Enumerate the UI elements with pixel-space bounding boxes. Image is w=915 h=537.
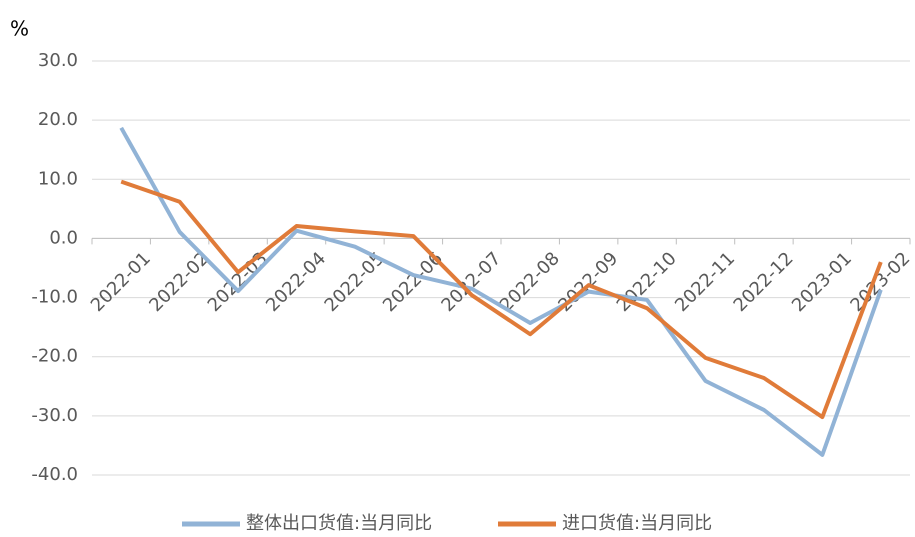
line-series: [119, 126, 883, 457]
y-tick-label: -20.0: [31, 346, 78, 367]
y-tick-label: -30.0: [31, 405, 78, 426]
x-tick-label: 2022-03: [204, 248, 272, 316]
y-tick-label: 30.0: [38, 50, 78, 71]
y-unit: %: [10, 17, 29, 41]
x-tick-label: 2022-10: [613, 248, 681, 316]
x-tick-label: 2023-01: [788, 248, 856, 316]
y-tick-label: -10.0: [31, 287, 78, 308]
legend-label: 整体出口货值:当月同比: [246, 513, 432, 534]
y-tick-label: 0.0: [49, 227, 78, 248]
x-tick-label: 2022-12: [730, 248, 798, 316]
x-tick-label: 2022-11: [671, 248, 739, 316]
y-tick-label: -40.0: [31, 464, 78, 485]
legend-label: 进口货值:当月同比: [562, 513, 712, 534]
line-series: [120, 179, 883, 420]
x-tick-label: 2023-02: [846, 248, 914, 316]
y-tick-label: 20.0: [38, 109, 78, 130]
x-tick-label: 2022-08: [496, 248, 564, 316]
y-tick-label: 10.0: [38, 168, 78, 189]
x-tick-label: 2022-01: [87, 248, 155, 316]
